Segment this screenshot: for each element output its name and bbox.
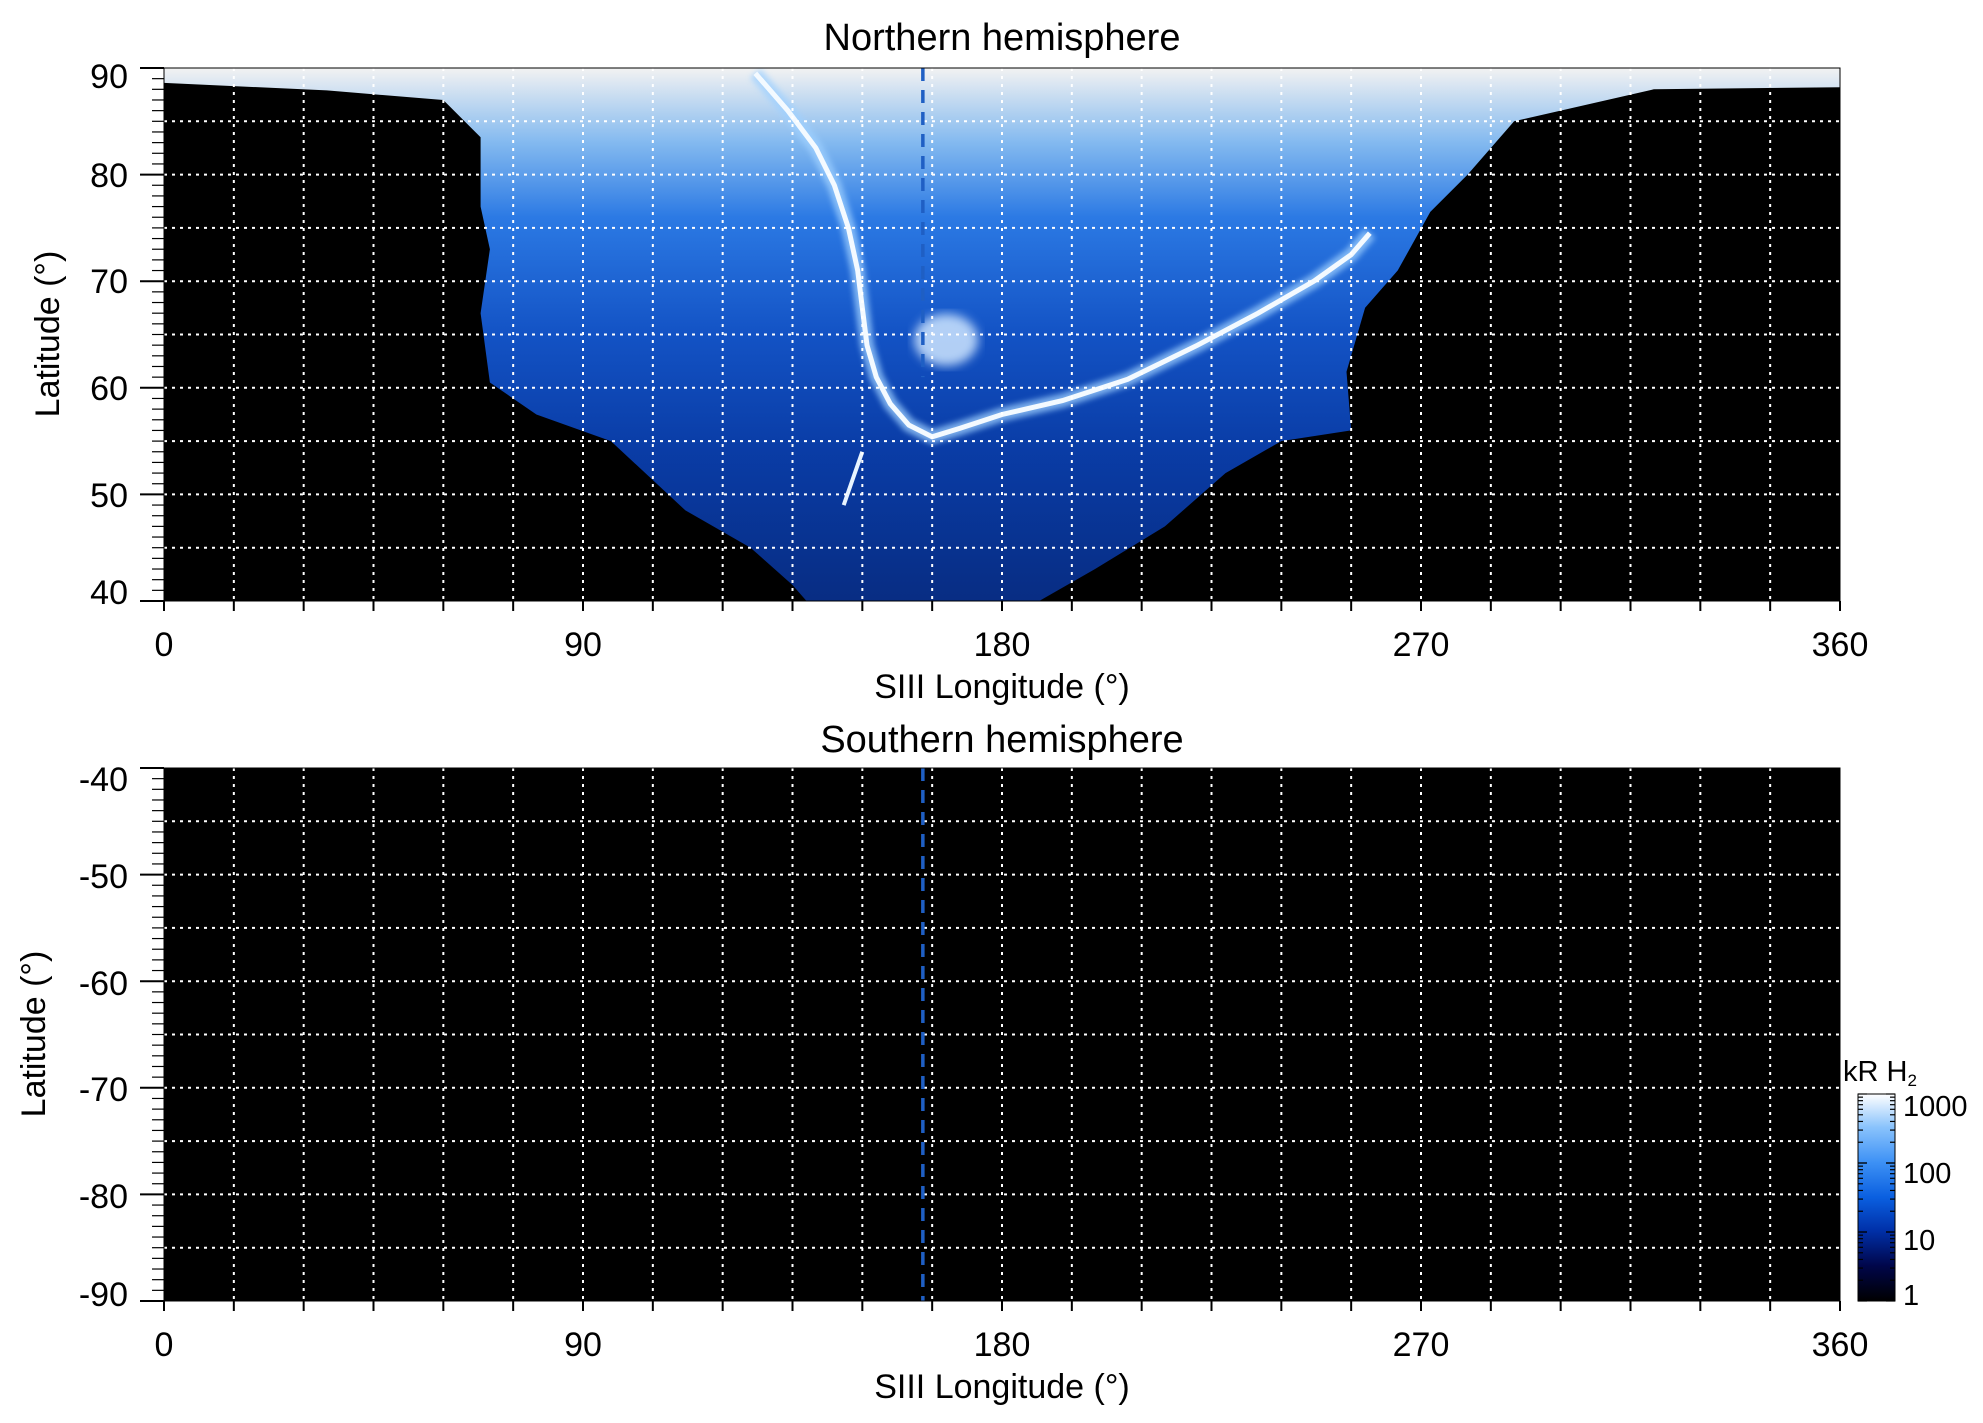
south-x-tick-180: 180 — [974, 1326, 1031, 1364]
south-x-tick-0: 0 — [155, 1326, 174, 1364]
south-x-axis-label: SIII Longitude (°) — [874, 1368, 1130, 1406]
north-grid — [164, 68, 1840, 601]
north-y-axis-label: Latitude (°) — [29, 251, 67, 418]
south-x-ticks: 0 90 180 270 360 — [155, 1326, 1869, 1364]
colorbar-tick-1000: 1000 — [1903, 1091, 1968, 1123]
south-x-tick-270: 270 — [1393, 1326, 1450, 1364]
north-minor-ticks — [140, 67, 1841, 611]
south-y-tick-minus80: -80 — [79, 1178, 128, 1216]
colorbar-tick-100: 100 — [1903, 1158, 1951, 1190]
north-y-tick-60: 60 — [90, 370, 128, 408]
north-x-tick-0: 0 — [155, 626, 174, 664]
north-y-tick-40: 40 — [90, 574, 128, 612]
north-y-tick-50: 50 — [90, 477, 128, 515]
north-x-axis-label: SIII Longitude (°) — [874, 668, 1130, 706]
north-y-tick-90: 90 — [90, 58, 128, 96]
north-y-ticks: 90 80 70 60 50 40 — [90, 58, 128, 612]
north-y-tick-70: 70 — [90, 263, 128, 301]
colorbar-minor-ticks — [1858, 1093, 1895, 1302]
north-y-tick-80: 80 — [90, 157, 128, 195]
north-x-tick-90: 90 — [564, 626, 602, 664]
colorbar: kR H2 1000 100 10 1 — [1843, 1056, 1968, 1312]
south-y-tick-minus70: -70 — [79, 1071, 128, 1109]
colorbar-title-main: kR H — [1843, 1056, 1907, 1088]
south-x-tick-360: 360 — [1812, 1326, 1869, 1364]
north-x-ticks: 0 90 180 270 360 — [155, 626, 1869, 664]
south-y-ticks: -40 -50 -60 -70 -80 -90 — [79, 761, 128, 1314]
colorbar-tick-10: 10 — [1903, 1225, 1935, 1257]
north-x-tick-270: 270 — [1393, 626, 1450, 664]
colorbar-tick-1: 1 — [1903, 1280, 1919, 1312]
north-secondary-arc — [841, 451, 865, 506]
south-panel: Southern hemisphere -40 -50 -60 -70 -80 … — [15, 719, 1868, 1406]
colorbar-title: kR H2 — [1843, 1056, 1917, 1090]
south-title: Southern hemisphere — [820, 719, 1183, 761]
north-main-oval — [753, 71, 1372, 440]
south-y-tick-minus50: -50 — [79, 858, 128, 896]
north-x-tick-180: 180 — [974, 626, 1031, 664]
south-x-tick-90: 90 — [564, 1326, 602, 1364]
south-minor-ticks — [140, 767, 1841, 1311]
south-y-tick-minus40: -40 — [79, 761, 128, 799]
north-title: Northern hemisphere — [824, 17, 1181, 59]
colorbar-gradient — [1857, 1093, 1896, 1302]
north-x-tick-360: 360 — [1812, 626, 1869, 664]
north-polar-spot — [914, 313, 979, 366]
south-y-axis-label: Latitude (°) — [15, 951, 53, 1118]
south-y-tick-minus60: -60 — [79, 965, 128, 1003]
north-panel: Northern hemisphere 90 80 70 60 50 40 0 … — [29, 17, 1868, 706]
south-grid — [164, 768, 1840, 1301]
colorbar-title-subscript: 2 — [1907, 1071, 1916, 1090]
south-y-tick-minus90: -90 — [79, 1276, 128, 1314]
